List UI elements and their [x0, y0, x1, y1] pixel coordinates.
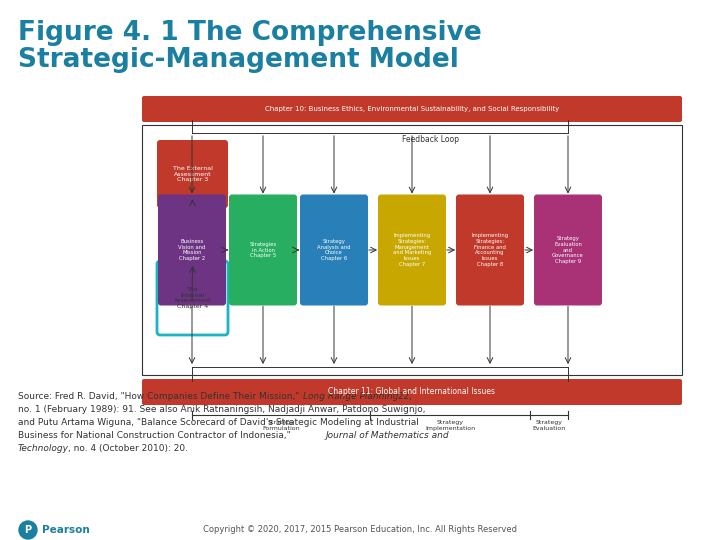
- FancyBboxPatch shape: [157, 140, 228, 208]
- Text: Implementing
Strategies:
Management
and Marketing
Issues
Chapter 7: Implementing Strategies: Management and …: [393, 233, 431, 267]
- Circle shape: [19, 521, 37, 539]
- Text: Technology: Technology: [18, 444, 69, 453]
- Text: Feedback Loop: Feedback Loop: [402, 136, 459, 145]
- Text: Figure 4. 1 The Comprehensive: Figure 4. 1 The Comprehensive: [18, 20, 482, 46]
- Text: Strategy
Analysis and
Choice
Chapter 6: Strategy Analysis and Choice Chapter 6: [318, 239, 351, 261]
- Text: Implementing
Strategies:
Finance and
Accounting
Issues
Chapter 8: Implementing Strategies: Finance and Acc…: [472, 233, 508, 267]
- FancyBboxPatch shape: [157, 261, 228, 335]
- Text: The External
Assessment
Chapter 3: The External Assessment Chapter 3: [173, 166, 212, 183]
- FancyBboxPatch shape: [142, 125, 682, 375]
- Text: , no. 4 (October 2010): 20.: , no. 4 (October 2010): 20.: [68, 444, 188, 453]
- Text: Long Range Planning: Long Range Planning: [303, 392, 398, 401]
- Text: Strategy
Evaluation
and
Governance
Chapter 9: Strategy Evaluation and Governance Chapt…: [552, 236, 584, 264]
- Text: no. 1 (February 1989): 91. See also Anik Ratnaningsih, Nadjadji Anwar, Patdono S: no. 1 (February 1989): 91. See also Anik…: [18, 405, 426, 414]
- FancyBboxPatch shape: [229, 194, 297, 306]
- FancyBboxPatch shape: [300, 194, 368, 306]
- Text: Strategies
in Action
Chapter 5: Strategies in Action Chapter 5: [249, 242, 276, 258]
- Text: Journal of Mathematics and: Journal of Mathematics and: [325, 431, 449, 440]
- Text: Pearson: Pearson: [42, 525, 90, 535]
- Text: and Putu Artama Wiguna, "Balance Scorecard of David's Strategic Modeling at Indu: and Putu Artama Wiguna, "Balance Scoreca…: [18, 418, 419, 427]
- FancyBboxPatch shape: [378, 194, 446, 306]
- FancyBboxPatch shape: [534, 194, 602, 306]
- Text: Chapter 10: Business Ethics, Environmental Sustainability, and Social Responsibi: Chapter 10: Business Ethics, Environment…: [265, 106, 559, 112]
- Text: Strategy
Implementation: Strategy Implementation: [425, 420, 475, 431]
- Text: Business for National Construction Contractor of Indonesia,": Business for National Construction Contr…: [18, 431, 294, 440]
- FancyBboxPatch shape: [142, 96, 682, 122]
- Text: Strategic-Management Model: Strategic-Management Model: [18, 47, 459, 73]
- FancyBboxPatch shape: [560, 125, 682, 375]
- Text: Copyright © 2020, 2017, 2015 Pearson Education, Inc. All Rights Reserved: Copyright © 2020, 2017, 2015 Pearson Edu…: [203, 525, 517, 535]
- Text: Strategy
Evaluation: Strategy Evaluation: [532, 420, 566, 431]
- Text: Chapter 11: Global and International Issues: Chapter 11: Global and International Iss…: [328, 388, 495, 396]
- Text: Source: Fred R. David, "How Companies Define Their Mission,": Source: Fred R. David, "How Companies De…: [18, 392, 302, 401]
- Text: Strategy
Formulation: Strategy Formulation: [262, 420, 300, 431]
- Text: Business
Vision and
Mission
Chapter 2: Business Vision and Mission Chapter 2: [179, 239, 206, 261]
- Text: 22,: 22,: [395, 392, 412, 401]
- FancyBboxPatch shape: [456, 194, 524, 306]
- Text: P: P: [24, 525, 32, 535]
- Text: The
Internal
Assessment
Chapter 4: The Internal Assessment Chapter 4: [174, 287, 211, 309]
- FancyBboxPatch shape: [158, 194, 226, 306]
- FancyBboxPatch shape: [142, 379, 682, 405]
